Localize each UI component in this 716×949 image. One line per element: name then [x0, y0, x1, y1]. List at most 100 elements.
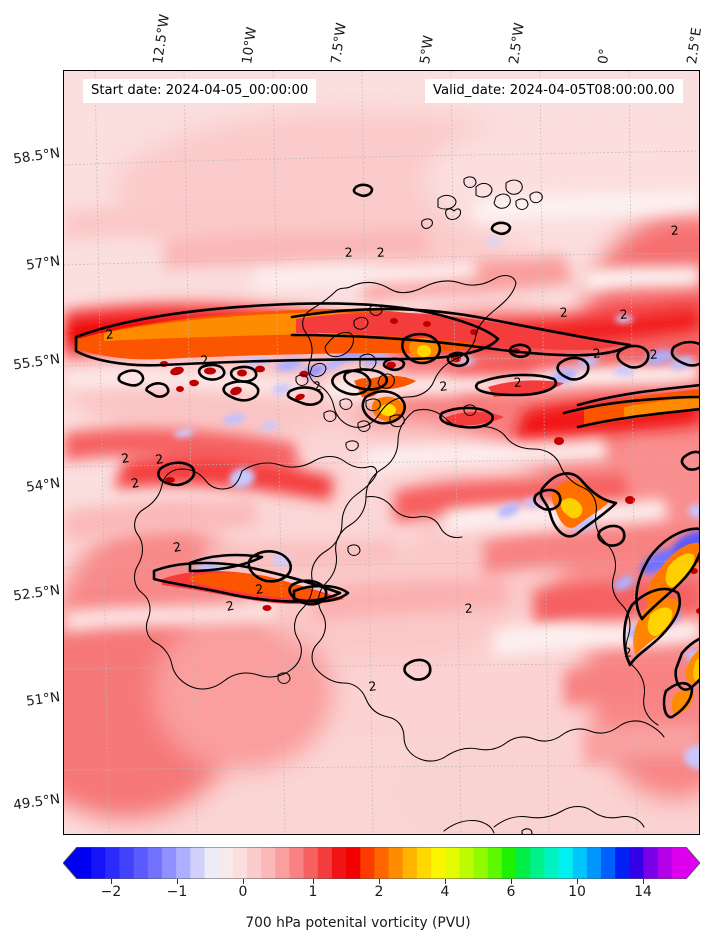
- svg-text:2: 2: [312, 378, 322, 394]
- colorbar-cell: [190, 847, 206, 879]
- colorbar-tick-mark: [111, 879, 112, 884]
- svg-text:2: 2: [559, 304, 568, 320]
- colorbar-cell: [615, 847, 630, 879]
- colorbar-cell: [204, 847, 220, 879]
- colorbar-swatches: [63, 847, 700, 879]
- colorbar-tick-mark: [577, 879, 578, 884]
- colorbar-cell: [317, 847, 333, 879]
- colorbar-cell: [119, 847, 135, 879]
- colorbar-cell: [530, 847, 545, 879]
- lat-tick-label: 58.5°N: [12, 145, 62, 168]
- svg-text:2: 2: [649, 346, 658, 362]
- lat-tick-label: 49.5°N: [12, 791, 62, 814]
- svg-text:2: 2: [623, 644, 632, 660]
- svg-text:2: 2: [513, 374, 522, 390]
- colorbar-tick-mark: [313, 879, 314, 884]
- contour-labels: 2 2 2 2 2 2 2 2 2 2 2 2 2 2 2 2 2: [105, 222, 679, 694]
- colorbar-extend-min: [63, 847, 77, 879]
- colorbar-cell: [331, 847, 347, 879]
- colorbar-cell: [289, 847, 305, 879]
- colorbar-tick-label: 4: [440, 884, 450, 900]
- colorbar-cell: [105, 847, 121, 879]
- svg-text:2: 2: [592, 345, 601, 361]
- colorbar-cell: [246, 847, 262, 879]
- colorbar-cell: [360, 847, 376, 879]
- colorbar-tick-mark: [445, 879, 446, 884]
- colorbar-tick-label: 2: [374, 884, 384, 900]
- pv-field-plot: 2 2 2 2 2 2 2 2 2 2 2 2 2 2 2 2 2: [64, 71, 699, 834]
- colorbar-extend-max: [686, 847, 700, 879]
- map-axes: 2 2 2 2 2 2 2 2 2 2 2 2 2 2 2 2 2: [63, 70, 700, 835]
- svg-text:2: 2: [225, 598, 236, 614]
- colorbar-cell: [402, 847, 418, 879]
- colorbar-cell: [161, 847, 177, 879]
- colorbar-cell: [77, 847, 92, 879]
- svg-text:2: 2: [120, 450, 130, 466]
- svg-text:2: 2: [439, 378, 448, 394]
- colorbar-cell: [601, 847, 616, 879]
- colorbar-title: 700 hPa potenital vorticity (PVU): [245, 915, 471, 931]
- colorbar-cell: [133, 847, 149, 879]
- colorbar-tick-label: −1: [166, 884, 188, 900]
- colorbar-cell: [303, 847, 319, 879]
- colorbar-cell: [388, 847, 404, 879]
- colorbar-cell: [657, 847, 673, 879]
- colorbar-cell: [431, 847, 446, 879]
- svg-text:2: 2: [344, 244, 353, 260]
- lon-tick-label: 12.5°W: [150, 13, 173, 66]
- colorbar-cell: [261, 847, 276, 879]
- lon-tick-label: 7.5°W: [328, 21, 350, 66]
- colorbar-cell: [671, 847, 687, 879]
- colorbar-tick-mark: [643, 879, 644, 884]
- colorbar-cell: [416, 847, 432, 879]
- lat-tick-label: 57°N: [25, 253, 62, 274]
- colorbar-tick-mark: [379, 879, 380, 884]
- colorbar-tick-mark: [511, 879, 512, 884]
- svg-text:2: 2: [368, 678, 377, 694]
- colorbar-tick-mark: [243, 879, 244, 884]
- colorbar-tick-label: 6: [506, 884, 516, 900]
- colorbar-cell: [346, 847, 361, 879]
- colorbar-tick-label: 0: [238, 884, 248, 900]
- lon-tick-label: 10°W: [239, 25, 261, 66]
- colorbar-cell: [473, 847, 489, 879]
- colorbar-tick-label: −2: [100, 884, 122, 900]
- pv-contours-2pvu: [74, 183, 699, 719]
- colorbar-cell: [629, 847, 645, 879]
- colorbar-cell: [91, 847, 106, 879]
- valid-date-annotation: Valid_date: 2024-04-05T08:00:00.00: [425, 79, 683, 104]
- svg-text:2: 2: [464, 600, 473, 616]
- colorbar-cell: [558, 847, 574, 879]
- lon-tick-label: 0°: [595, 47, 614, 66]
- svg-text:2: 2: [254, 581, 264, 597]
- colorbar-cell: [218, 847, 234, 879]
- svg-text:2: 2: [200, 352, 209, 368]
- svg-text:2: 2: [172, 539, 182, 555]
- colorbar-cell: [147, 847, 163, 879]
- coastlines: [133, 176, 665, 834]
- colorbar-cell: [459, 847, 475, 879]
- lat-tick-label: 54°N: [25, 475, 62, 496]
- lat-tick-label: 52.5°N: [12, 582, 62, 605]
- svg-text:2: 2: [105, 326, 114, 342]
- pv-shading-layer: 2 2 2 2 2 2 2 2 2 2 2 2 2 2 2 2 2: [64, 71, 699, 834]
- svg-text:2: 2: [619, 306, 628, 322]
- colorbar-cell: [572, 847, 588, 879]
- colorbar-cell: [643, 847, 659, 879]
- colorbar-cell: [544, 847, 560, 879]
- colorbar-cell: [586, 847, 602, 879]
- start-date-annotation: Start date: 2024-04-05_00:00:00: [83, 79, 317, 104]
- svg-text:2: 2: [154, 451, 164, 467]
- colorbar-cell: [487, 847, 503, 879]
- colorbar-cell: [516, 847, 531, 879]
- colorbar-cell: [501, 847, 517, 879]
- lon-tick-label: 5°W: [417, 34, 437, 66]
- svg-text:2: 2: [376, 244, 385, 260]
- colorbar: [63, 847, 700, 879]
- colorbar-tick-label: 10: [568, 884, 586, 900]
- colorbar-tick-mark: [177, 879, 178, 884]
- svg-text:2: 2: [130, 475, 140, 491]
- colorbar-cell: [232, 847, 248, 879]
- colorbar-tick-label: 1: [308, 884, 318, 900]
